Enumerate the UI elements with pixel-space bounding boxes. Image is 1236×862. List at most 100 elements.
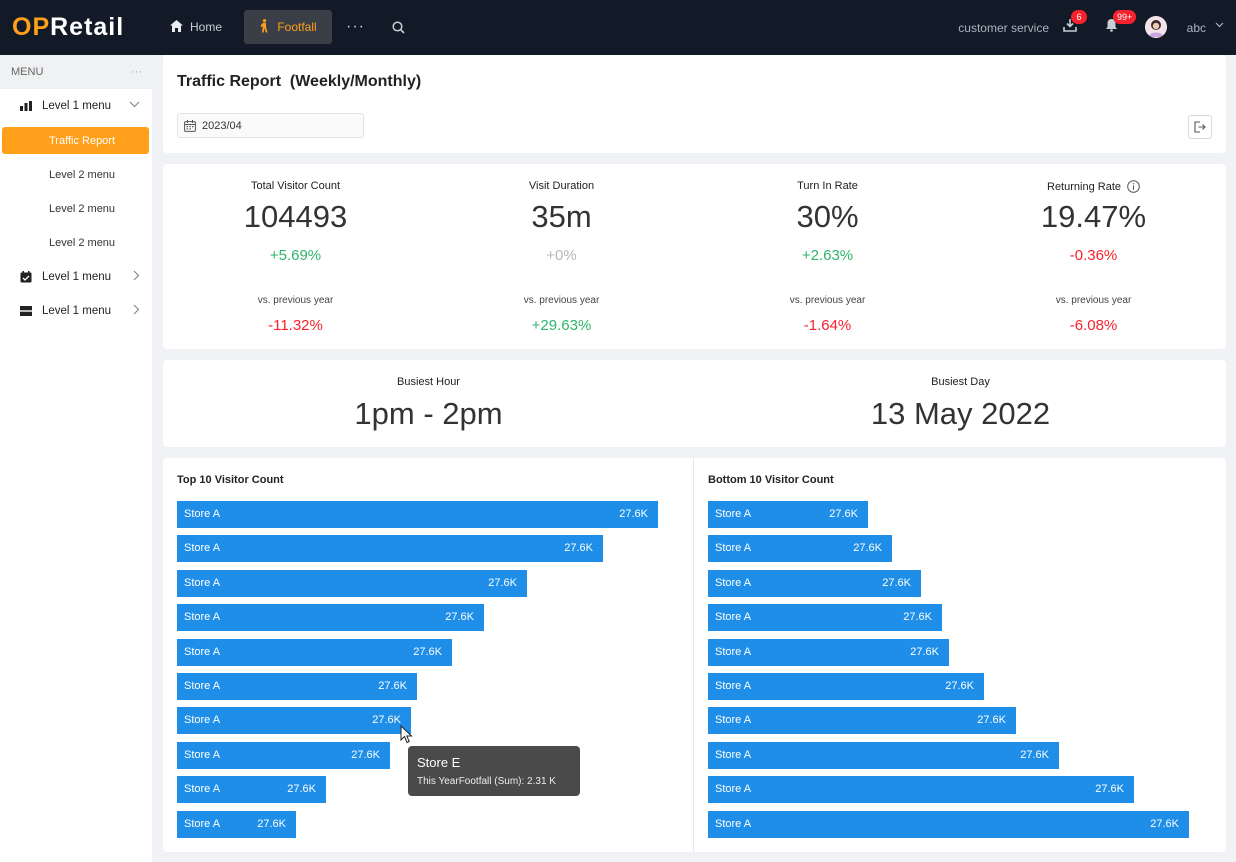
bottom-chart-bar-label: Store A xyxy=(715,680,752,692)
top-chart-bar[interactable]: Store A 27.6K xyxy=(177,535,603,562)
kpi-value: 19.47% xyxy=(1040,199,1147,234)
bottom-chart-bar[interactable]: Store A 27.6K xyxy=(708,501,868,528)
bottom-chart-bar[interactable]: Store A 27.6K xyxy=(708,742,1059,769)
kpi-delta: -0.36% xyxy=(1069,247,1118,264)
top-chart-bar[interactable]: Store A 27.6K xyxy=(177,604,484,631)
bottom-chart-bar-value: 27.6K xyxy=(903,611,932,623)
notifications-badge: 99+ xyxy=(1113,10,1137,24)
kpi-vs-delta: +29.63% xyxy=(531,317,592,334)
nav-footfall[interactable]: Footfall xyxy=(244,10,332,44)
top-chart-bar[interactable]: Store A 27.6K xyxy=(177,570,527,597)
date-picker[interactable]: 2023/04 xyxy=(177,113,364,138)
chevron-right-icon xyxy=(133,270,140,284)
top-navigation-bar: OP Retail Home Footfall ··· customer serv… xyxy=(0,0,1236,55)
kpi-vs-label: vs. previous year xyxy=(523,295,600,306)
chevron-down-icon[interactable] xyxy=(1215,20,1224,31)
bottom-chart-bar-label: Store A xyxy=(715,508,752,520)
top-chart-bar-value: 27.6K xyxy=(257,818,286,830)
top-chart-bar-value: 27.6K xyxy=(619,508,648,520)
top-chart-bar-value: 27.6K xyxy=(378,680,407,692)
sidebar-item-traffic-report[interactable]: Traffic Report xyxy=(2,127,149,154)
sidebar-item-level2-a[interactable]: Level 2 menu xyxy=(49,169,116,181)
kpi-vs-delta: -6.08% xyxy=(1069,317,1118,334)
top-chart-bar-label: Store A xyxy=(184,577,221,589)
kpi-delta: +2.63% xyxy=(801,247,854,264)
top-chart-bar-label: Store A xyxy=(184,611,221,623)
sidebar-item-label: Level 1 menu xyxy=(42,305,112,317)
bottom-chart-bar[interactable]: Store A 27.6K xyxy=(708,639,949,666)
customer-service-link[interactable]: customer service xyxy=(958,21,1049,35)
chart-divider xyxy=(693,458,694,852)
top-chart-bar-value: 27.6K xyxy=(413,646,442,658)
info-icon[interactable] xyxy=(1127,180,1140,193)
download-icon[interactable]: 6 xyxy=(1063,10,1087,36)
walking-person-icon xyxy=(259,18,269,36)
bar-chart-icon xyxy=(20,101,32,111)
export-button[interactable] xyxy=(1188,115,1212,139)
top-chart-bar-label: Store A xyxy=(184,783,221,795)
tooltip-title: Store E xyxy=(417,755,461,770)
menu-header-label: MENU xyxy=(11,66,44,78)
top-chart-bar-label: Store A xyxy=(184,714,221,726)
bottom-chart-bar[interactable]: Store A 27.6K xyxy=(708,811,1189,838)
username[interactable]: abc xyxy=(1186,21,1206,35)
top-chart-bar[interactable]: Store A 27.6K xyxy=(177,811,296,838)
kpi-label: Total Visitor Count xyxy=(250,180,341,192)
bottom-chart-bar[interactable]: Store A 27.6K xyxy=(708,604,942,631)
top-chart-bar-value: 27.6K xyxy=(287,783,316,795)
bottom-chart-bar-value: 27.6K xyxy=(853,542,882,554)
search-icon[interactable] xyxy=(392,10,405,44)
sidebar-item-level1-b[interactable]: Level 1 menu xyxy=(0,260,152,294)
bottom-chart-bar[interactable]: Store A 27.6K xyxy=(708,535,892,562)
sidebar-item-level1-c[interactable]: Level 1 menu xyxy=(0,294,152,328)
bottom-chart-bar-value: 27.6K xyxy=(1020,749,1049,761)
bottom-chart-bar-value: 27.6K xyxy=(977,714,1006,726)
top-chart-bar-label: Store A xyxy=(184,818,221,830)
top-chart-bar[interactable]: Store A 27.6K xyxy=(177,673,417,700)
kpi-delta: +0% xyxy=(546,247,577,264)
top-chart-bar-label: Store A xyxy=(184,680,221,692)
logo-mark: OP xyxy=(12,12,51,41)
bottom-chart-bar[interactable]: Store A 27.6K xyxy=(708,776,1134,803)
home-icon xyxy=(170,19,183,35)
top-chart-bar-value: 27.6K xyxy=(372,714,401,726)
nav-home[interactable]: Home xyxy=(170,10,222,44)
top-chart-bar[interactable]: Store A 27.6K xyxy=(177,707,411,734)
bottom-chart-bar-value: 27.6K xyxy=(945,680,974,692)
kpi-value: 30% xyxy=(796,199,859,234)
avatar[interactable] xyxy=(1145,16,1167,38)
top-chart-bar-value: 27.6K xyxy=(564,542,593,554)
bottom-chart-bar[interactable]: Store A 27.6K xyxy=(708,673,984,700)
menu-more-icon[interactable]: ··· xyxy=(131,66,142,78)
bell-icon[interactable]: 99+ xyxy=(1105,10,1137,36)
top-chart-bar[interactable]: Store A 27.6K xyxy=(177,639,452,666)
busiest-day-value: 13 May 2022 xyxy=(870,396,1051,431)
top-chart-bar[interactable]: Store A 27.6K xyxy=(177,501,658,528)
bottom-chart-bar-label: Store A xyxy=(715,714,752,726)
bottom-chart-bar-label: Store A xyxy=(715,611,752,623)
top-chart-bar-label: Store A xyxy=(184,542,221,554)
sidebar-item-level2-c[interactable]: Level 2 menu xyxy=(49,237,116,249)
bottom-chart-bar[interactable]: Store A 27.6K xyxy=(708,570,921,597)
logo-text: Retail xyxy=(50,12,125,41)
top-chart-bar[interactable]: Store A 27.6K xyxy=(177,776,326,803)
bottom-chart-bar-value: 27.6K xyxy=(829,508,858,520)
more-icon[interactable]: ··· xyxy=(346,18,365,35)
bottom-chart-bar-label: Store A xyxy=(715,749,752,761)
busiest-hour-value: 1pm - 2pm xyxy=(354,396,503,431)
chevron-right-icon xyxy=(133,304,140,318)
top-chart-bar[interactable]: Store A 27.6K xyxy=(177,742,390,769)
bottom-chart-bar-label: Store A xyxy=(715,577,752,589)
kpi-card: Total Visitor Count 104493 +5.69% vs. pr… xyxy=(163,164,1226,349)
menu-header: MENU ··· xyxy=(0,55,152,89)
kpi-delta: +5.69% xyxy=(269,247,322,264)
top-chart-bar-label: Store A xyxy=(184,646,221,658)
sidebar-item-level2-b[interactable]: Level 2 menu xyxy=(49,203,116,215)
sidebar-item-level1-a[interactable]: Level 1 menu xyxy=(0,89,152,123)
kpi-value: 35m xyxy=(531,199,592,234)
kpi-vs-label: vs. previous year xyxy=(1055,295,1132,306)
brand-logo[interactable]: OP Retail xyxy=(12,10,124,44)
bottom-chart-bar[interactable]: Store A 27.6K xyxy=(708,707,1016,734)
calendar-icon xyxy=(184,119,196,132)
date-value: 2023/04 xyxy=(202,119,242,132)
